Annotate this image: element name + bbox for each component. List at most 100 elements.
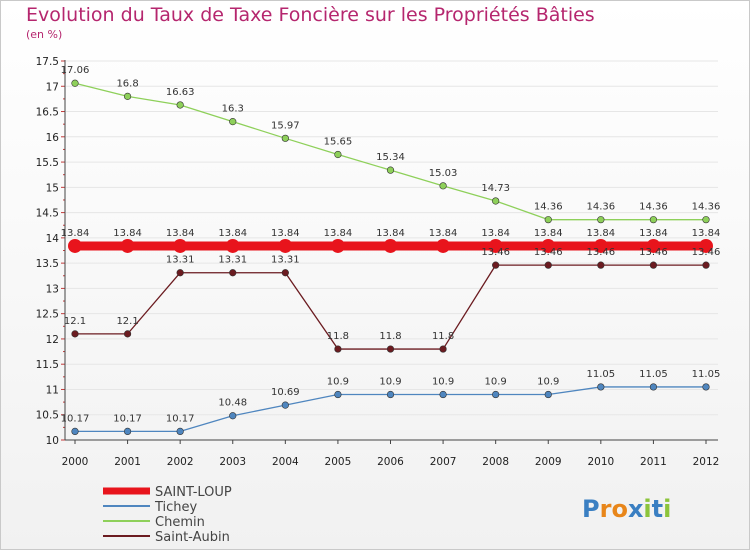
data-point-saint-aubin: [492, 261, 500, 269]
data-point-tichey: [123, 427, 132, 436]
data-point-tichey: [176, 427, 184, 436]
data-label-saint-aubin: 13.31: [271, 255, 300, 266]
data-point-tichey: [439, 390, 447, 399]
data-label-chemin: 15.97: [271, 120, 300, 131]
data-label-tichey: 10.9: [432, 377, 454, 388]
data-label-saint-loup: 13.84: [534, 228, 563, 239]
legend-label-chemin: Chemin: [155, 515, 205, 530]
y-tick-label: 10.5: [36, 410, 59, 422]
data-label-tichey: 10.17: [113, 413, 142, 424]
y-tick-label: 14: [46, 233, 60, 245]
legend-label-saint-loup: SAINT-LOUP: [155, 485, 232, 500]
chart-unit-label: (en %): [26, 28, 63, 41]
data-label-tichey: 10.9: [537, 377, 559, 388]
data-point-chemin: [123, 92, 132, 100]
x-tick-label: 2008: [482, 456, 509, 468]
x-tick-label: 2009: [535, 456, 562, 468]
data-label-saint-aubin: 13.46: [639, 247, 668, 258]
data-label-saint-loup: 13.84: [271, 228, 300, 239]
data-point-saint-aubin: [281, 269, 289, 277]
logo-letter: r: [600, 495, 612, 523]
data-point-saint-aubin: [176, 269, 184, 277]
data-label-chemin: 14.73: [481, 183, 510, 194]
data-label-chemin: 15.34: [376, 152, 405, 163]
data-label-saint-aubin: 12.1: [64, 316, 86, 327]
data-label-saint-loup: 13.84: [324, 228, 353, 239]
data-label-saint-loup: 13.84: [639, 228, 668, 239]
logo-letter: i: [643, 495, 651, 523]
data-point-saint-aubin: [334, 345, 342, 353]
data-point-saint-aubin: [649, 261, 658, 269]
data-point-saint-loup: [383, 238, 398, 253]
series: [68, 79, 713, 436]
logo-letter: t: [652, 495, 663, 523]
chart-title: Evolution du Taux de Taxe Foncière sur l…: [26, 4, 595, 26]
data-point-saint-loup: [225, 238, 240, 253]
data-point-tichey: [71, 427, 79, 436]
data-point-saint-loup: [120, 238, 135, 253]
data-label-tichey: 10.9: [379, 377, 401, 388]
data-point-saint-aubin: [123, 330, 132, 338]
data-point-saint-aubin: [439, 345, 447, 353]
data-point-tichey: [334, 390, 342, 399]
data-point-tichey: [702, 383, 710, 391]
y-tick-label: 12.5: [36, 309, 59, 321]
data-label-chemin: 17.06: [61, 65, 90, 76]
axes: [64, 60, 718, 441]
data-labels: 17.06 16.8 16.63 16.3 15.97 15.65 15.34 15.03 14…: [61, 65, 721, 424]
y-tick-label: 10: [46, 435, 59, 447]
data-label-tichey: 11.05: [587, 369, 616, 380]
data-label-saint-aubin: 11.8: [432, 331, 454, 342]
data-point-saint-loup: [488, 238, 503, 253]
data-label-tichey: 10.9: [327, 377, 349, 388]
data-point-chemin: [281, 134, 289, 142]
data-label-chemin: 16.3: [222, 104, 244, 115]
data-label-saint-aubin: 13.46: [587, 247, 616, 258]
x-tick-label: 2006: [377, 456, 404, 468]
data-point-saint-loup: [541, 238, 556, 253]
logo-letter: P: [582, 495, 600, 523]
data-point-tichey: [386, 390, 395, 399]
data-point-chemin: [544, 216, 552, 224]
data-point-tichey: [597, 383, 605, 391]
data-label-saint-aubin: 13.46: [481, 247, 510, 258]
data-label-tichey: 10.17: [61, 413, 90, 424]
y-tick-label: 17: [46, 81, 59, 93]
y-tick-label: 12: [46, 334, 59, 346]
grid: [61, 60, 718, 441]
data-label-chemin: 14.36: [639, 202, 668, 213]
data-point-saint-aubin: [544, 261, 552, 269]
data-point-saint-aubin: [386, 345, 395, 353]
data-point-saint-loup: [68, 238, 82, 253]
data-label-saint-loup: 13.84: [692, 228, 721, 239]
legend-label-saint-aubin: Saint-Aubin: [155, 530, 230, 545]
data-label-chemin: 16.63: [166, 87, 195, 98]
data-point-saint-loup: [646, 238, 661, 253]
data-label-saint-loup: 13.84: [61, 228, 90, 239]
y-tick-label: 14.5: [36, 208, 59, 220]
data-label-saint-aubin: 13.46: [534, 247, 563, 258]
data-point-tichey: [492, 390, 500, 399]
data-label-saint-aubin: 11.8: [327, 331, 349, 342]
y-tick-label: 13: [46, 283, 59, 295]
x-tick-label: 2003: [219, 456, 246, 468]
data-label-saint-loup: 13.84: [429, 228, 458, 239]
data-point-chemin: [229, 118, 237, 126]
data-label-tichey: 11.05: [639, 369, 668, 380]
data-point-chemin: [492, 197, 500, 205]
x-tick-label: 2010: [587, 456, 614, 468]
data-point-saint-loup: [699, 238, 713, 253]
data-point-chemin: [176, 101, 184, 109]
y-tick-label: 11: [46, 384, 59, 396]
data-point-saint-loup: [436, 238, 451, 253]
legend-label-tichey: Tichey: [154, 500, 198, 515]
data-point-saint-loup: [330, 238, 345, 253]
data-label-saint-loup: 13.84: [113, 228, 142, 239]
data-point-chemin: [649, 216, 658, 224]
data-label-saint-aubin: 12.1: [116, 316, 138, 327]
data-point-chemin: [386, 166, 395, 174]
y-tick-label: 13.5: [36, 258, 59, 270]
data-label-saint-aubin: 11.8: [379, 331, 401, 342]
